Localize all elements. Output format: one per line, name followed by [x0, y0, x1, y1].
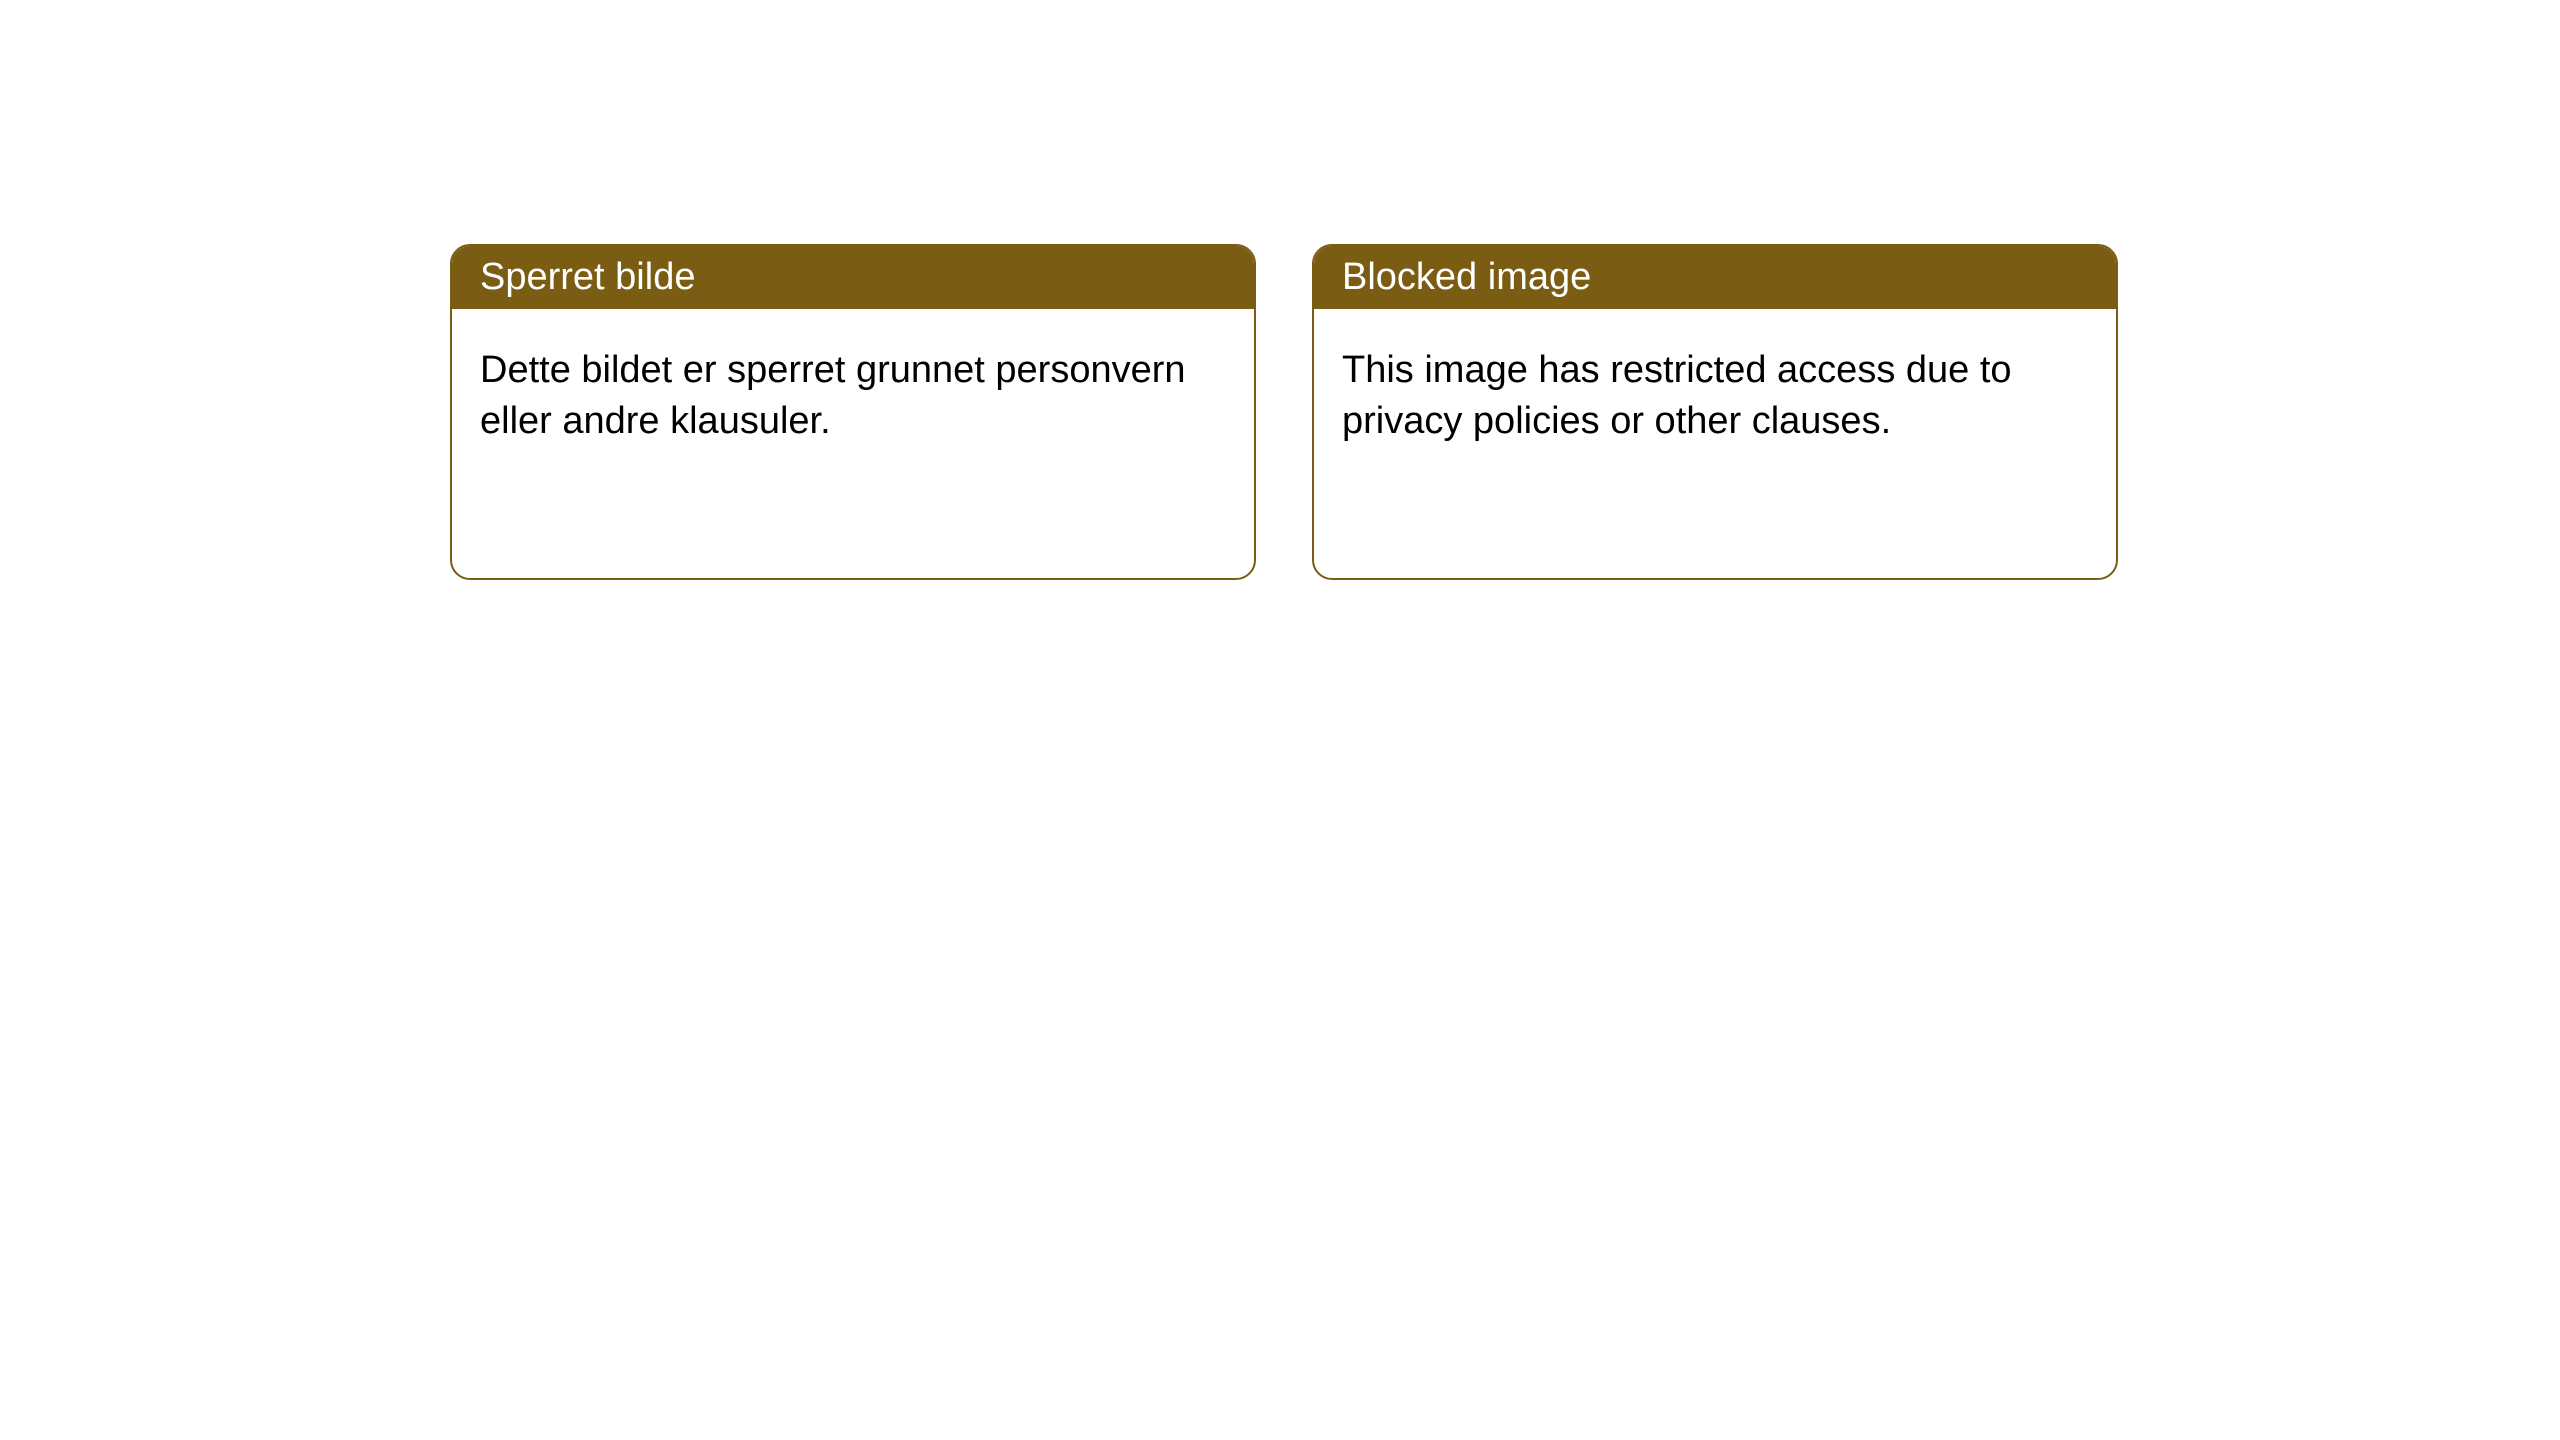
card-body-norwegian: Dette bildet er sperret grunnet personve… — [452, 309, 1254, 484]
blocked-image-card-english: Blocked image This image has restricted … — [1312, 244, 2118, 580]
card-title-norwegian: Sperret bilde — [452, 246, 1254, 309]
notice-cards-container: Sperret bilde Dette bildet er sperret gr… — [0, 0, 2560, 580]
card-title-english: Blocked image — [1314, 246, 2116, 309]
blocked-image-card-norwegian: Sperret bilde Dette bildet er sperret gr… — [450, 244, 1256, 580]
card-body-english: This image has restricted access due to … — [1314, 309, 2116, 484]
